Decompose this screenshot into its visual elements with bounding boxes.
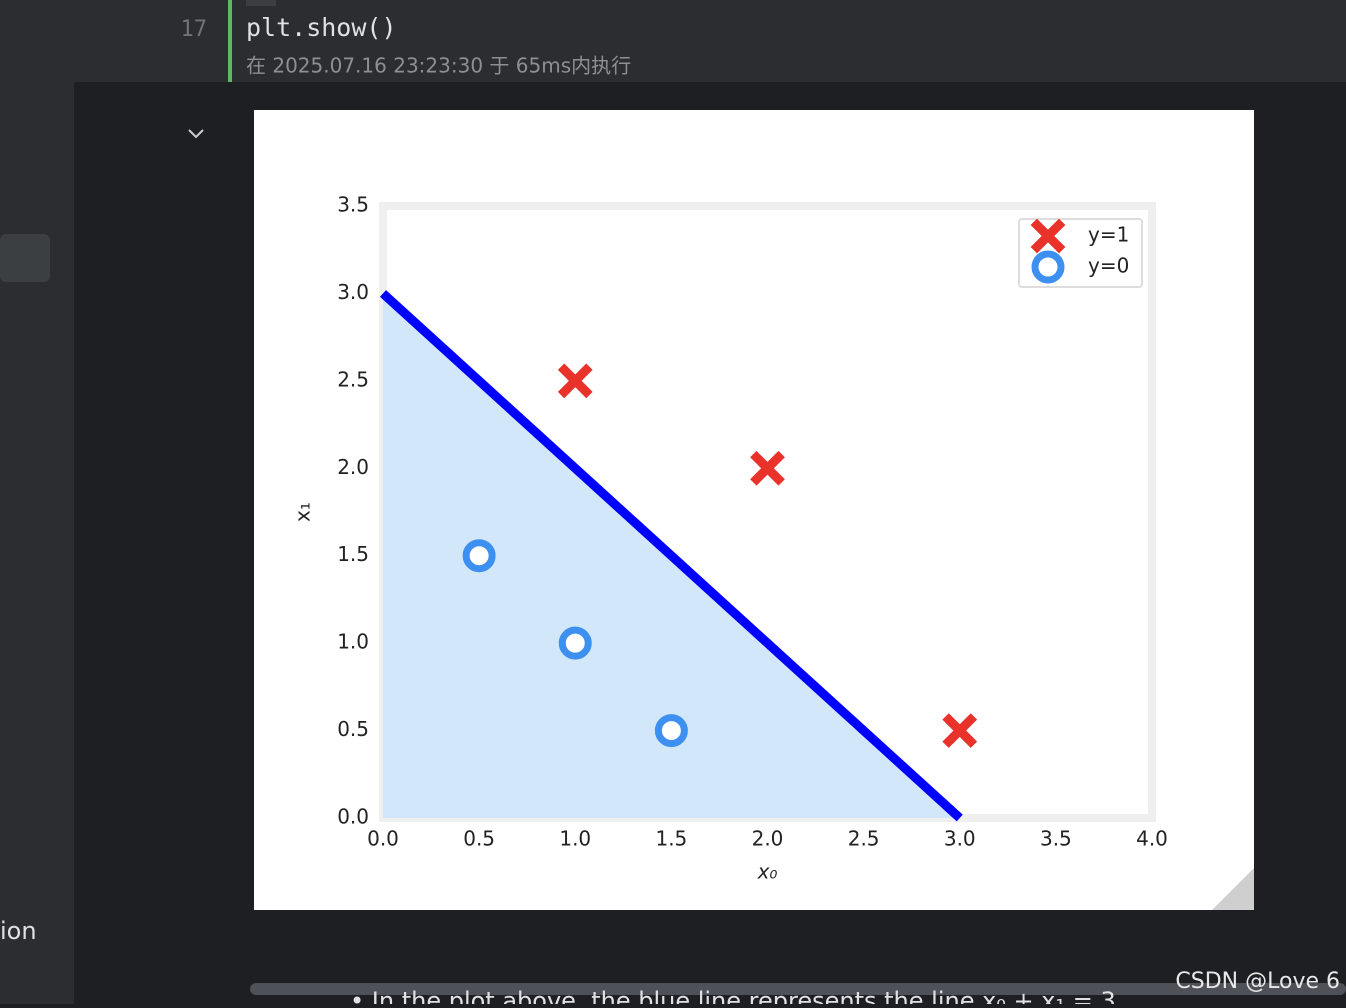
sidebar-label: ion <box>0 917 37 945</box>
watermark: CSDN @Love 6 <box>1175 969 1340 994</box>
x-tick-label: 1.5 <box>655 827 687 851</box>
x-tick-label: 2.0 <box>752 827 784 851</box>
x-tick-label: 3.5 <box>1040 827 1072 851</box>
x-tick-label: 0.0 <box>367 827 399 851</box>
y-tick-label: 0.5 <box>337 717 369 741</box>
y-tick-label: 3.5 <box>337 193 369 217</box>
y-tick-label: 3.0 <box>337 280 369 304</box>
resize-handle[interactable] <box>1212 868 1254 910</box>
scrollbar[interactable] <box>250 983 1346 995</box>
sidebar-selected[interactable] <box>0 234 50 282</box>
y-tick-label: 0.0 <box>337 805 369 829</box>
y-tick-label: 2.0 <box>337 455 369 479</box>
o-marker <box>558 626 592 660</box>
decision-boundary <box>379 290 963 822</box>
x-tick-label: 1.0 <box>559 827 591 851</box>
cell-tab <box>246 0 276 6</box>
legend-marker <box>1031 250 1065 284</box>
exec-info: 在 2025.07.16 23:23:30 于 65ms内执行 <box>246 54 631 78</box>
chart: 0.0 0.5 1.0 1.5 2.0 2.5 3.0 3.5 4.0 0.0 0.5 1.0 1.5 2… <box>291 193 1168 884</box>
line-number: 17 <box>181 17 208 42</box>
x-tick-label: 4.0 <box>1136 827 1168 851</box>
o-marker <box>654 714 688 748</box>
code-cell <box>74 0 1346 82</box>
y-tick-label: 1.0 <box>337 630 369 654</box>
collapse-chevron[interactable] <box>188 129 204 139</box>
code-line: plt.show() <box>246 13 397 42</box>
x-marker <box>750 450 785 486</box>
legend-label: y=1 <box>1088 223 1129 247</box>
y-tick-label: 1.5 <box>337 542 369 566</box>
o-marker <box>462 539 496 573</box>
x-marker <box>942 713 978 748</box>
legend-label: y=0 <box>1088 254 1129 278</box>
x-marker <box>557 363 593 399</box>
cell-status-bar <box>228 0 232 82</box>
x-tick-label: 0.5 <box>463 827 495 851</box>
x-tick-label: 3.0 <box>944 827 976 851</box>
y-tick-label: 2.5 <box>337 367 369 391</box>
x-axis-label: x₀ <box>757 860 778 884</box>
legend-marker <box>1030 218 1066 254</box>
footer-text: • In the plot above, the blue line repre… <box>350 987 1116 1004</box>
x-tick-label: 2.5 <box>848 827 880 851</box>
y-axis-label: x₁ <box>291 502 315 522</box>
sidebar <box>0 0 74 1004</box>
